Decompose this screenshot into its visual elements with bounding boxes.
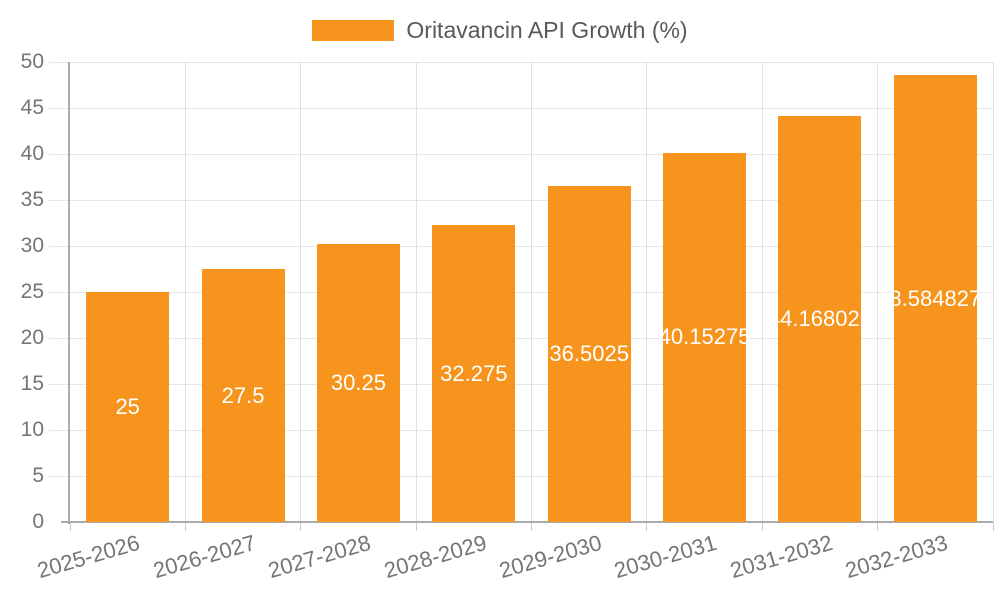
h-gridline — [49, 383, 993, 385]
h-gridline — [49, 153, 993, 155]
x-tick — [646, 523, 648, 531]
h-gridline — [49, 475, 993, 477]
x-tick — [69, 523, 71, 531]
bar-value-label: 40.15275 — [658, 324, 751, 350]
y-tick-label: 20 — [20, 326, 44, 349]
bar-value-label: 32.275 — [440, 360, 508, 386]
plot-area: 0 5 10 15 20 25 30 35 40 45 50 25 27.5 30.25 32.275 36.… — [21, 50, 994, 583]
h-gridline — [49, 429, 993, 431]
bar-value-label: 48.5848275 — [877, 285, 994, 311]
v-gridline — [646, 62, 648, 522]
x-tick — [184, 523, 186, 531]
y-tick-label: 0 — [32, 510, 44, 533]
bar-value-label: 44.168025 — [767, 305, 872, 331]
y-tick-label: 10 — [20, 418, 44, 441]
bar-value-label: 36.5025 — [549, 341, 629, 367]
x-tick-label: 2032-2033 — [842, 529, 951, 583]
h-gridline — [49, 291, 993, 293]
v-gridline — [761, 62, 763, 522]
y-tick-label: 30 — [20, 234, 44, 257]
bar — [893, 75, 977, 522]
bar — [201, 269, 285, 522]
x-tick — [300, 523, 302, 531]
bar — [778, 115, 862, 522]
v-gridline — [531, 62, 532, 522]
x-tick-label: 2027-2028 — [265, 529, 374, 583]
y-tick-label: 45 — [20, 96, 44, 119]
h-gridline — [49, 337, 993, 339]
h-gridline — [49, 61, 993, 63]
x-tick-label: 2026-2027 — [150, 529, 259, 583]
bar — [432, 225, 516, 522]
x-tick — [415, 523, 417, 531]
v-gridline — [415, 62, 417, 522]
bar — [316, 243, 400, 522]
x-tick-label: 2025-2026 — [34, 529, 143, 583]
bar — [86, 292, 170, 522]
v-gridline — [300, 62, 302, 522]
y-tick-label: 35 — [20, 188, 44, 211]
x-tick-label: 2028-2029 — [380, 529, 489, 583]
v-gridline — [877, 62, 879, 522]
h-gridline — [49, 199, 993, 201]
x-tick — [531, 523, 532, 531]
y-axis-line — [68, 62, 70, 524]
x-axis-line — [61, 521, 993, 523]
x-tick-label: 2029-2030 — [496, 529, 605, 583]
y-tick-label: 5 — [32, 464, 44, 487]
y-tick-label: 50 — [20, 50, 44, 73]
x-tick — [877, 523, 879, 531]
bar — [663, 152, 747, 522]
bar — [547, 186, 631, 522]
y-tick-label: 25 — [20, 280, 44, 303]
bar-value-label: 25 — [115, 394, 140, 419]
x-tick — [992, 523, 994, 531]
h-gridline — [49, 107, 993, 109]
legend: Oritavancin API Growth (%) — [0, 17, 1000, 44]
legend-label: Oritavancin API Growth (%) — [406, 17, 688, 43]
bar-value-label: 30.25 — [330, 369, 386, 395]
h-gridline — [49, 245, 993, 247]
v-gridline — [992, 62, 994, 522]
bar-value-label: 27.5 — [221, 382, 265, 408]
y-tick-label: 40 — [20, 142, 44, 165]
y-tick-label: 15 — [20, 372, 44, 395]
legend-swatch — [312, 20, 395, 41]
x-tick-label: 2030-2031 — [611, 529, 720, 583]
x-tick — [761, 523, 763, 531]
x-tick-label: 2031-2032 — [727, 529, 836, 583]
v-gridline — [184, 62, 186, 522]
